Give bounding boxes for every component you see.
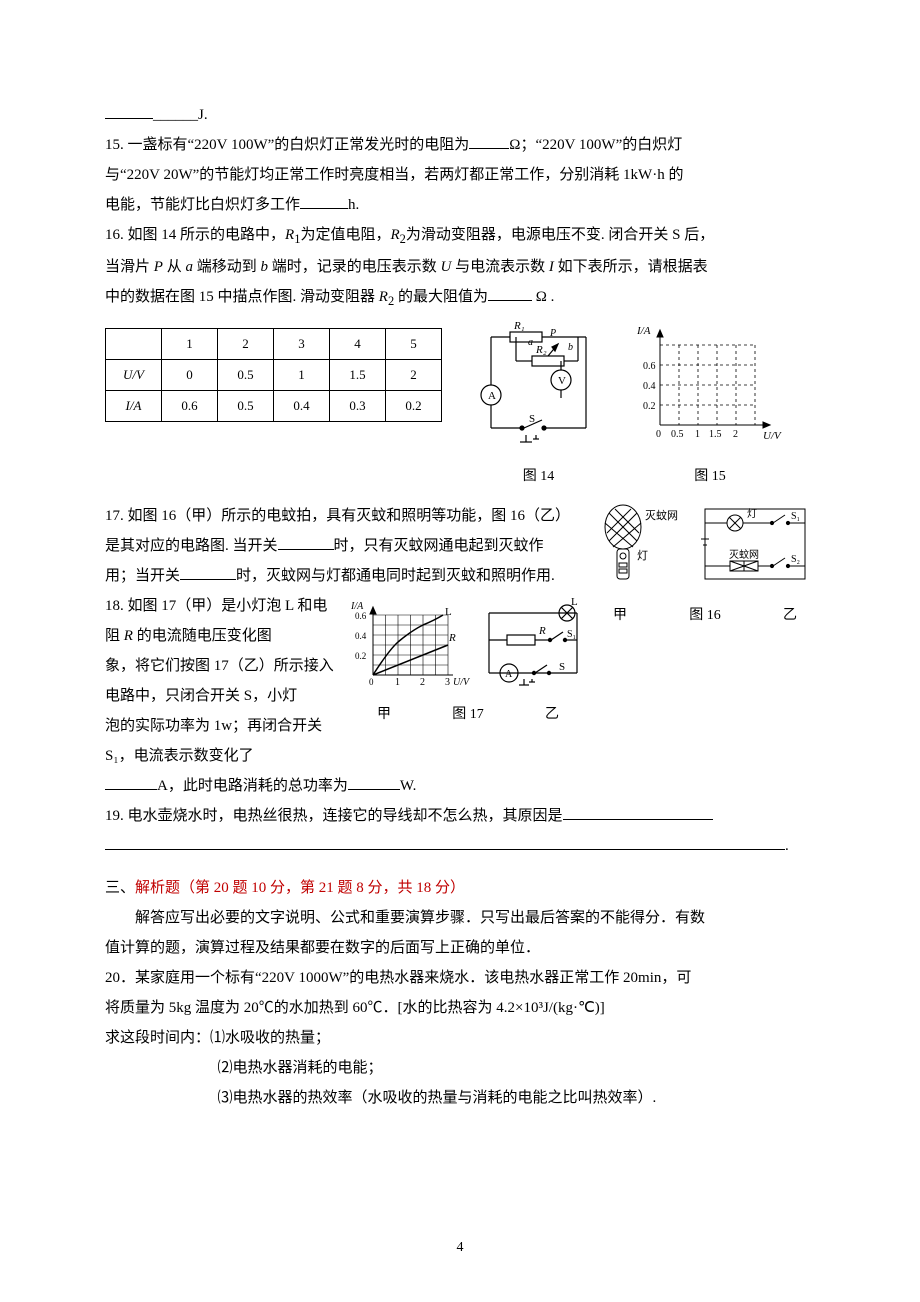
svg-text:b: b: [568, 342, 573, 353]
q17-blank1: [278, 535, 334, 550]
svg-text:0.2: 0.2: [643, 401, 656, 412]
svg-text:1.5: 1.5: [709, 429, 722, 440]
svg-text:U/V: U/V: [763, 430, 782, 442]
svg-text:灯: 灯: [637, 549, 648, 562]
svg-text:R: R: [538, 625, 546, 637]
svg-text:S₂: S₂: [791, 554, 800, 565]
q20-1: 20．某家庭用一个标有“220V 1000W”的电热水器来烧水．该电热水器正常工…: [105, 963, 815, 993]
section-3-red: 解析题（第 20 题 10 分，第 21 题 8 分，共 18 分）: [135, 880, 465, 896]
svg-text:灭蚊网: 灭蚊网: [729, 548, 759, 561]
svg-text:R₂: R₂: [535, 344, 547, 356]
figure-14: R₁ R₂ a b P A V S 图 14: [466, 320, 611, 491]
q15-1a: 15. 一盏标有“220V 100W”的白炽灯正常发光时的电阻为: [105, 137, 469, 153]
q18-blank2: [348, 775, 400, 790]
fig17-right: 乙: [545, 701, 559, 729]
q15-blank2: [300, 194, 348, 209]
svg-text:0.2: 0.2: [355, 651, 366, 661]
svg-text:L: L: [571, 596, 578, 608]
q15: 15. 一盏标有“220V 100W”的白炽灯正常发光时的电阻为 Ω；“220V …: [105, 130, 815, 160]
svg-text:2: 2: [420, 677, 425, 688]
section3-desc2: 值计算的题，演算过程及结果都要在数字的后面写上正确的单位．: [105, 933, 815, 963]
fig15-caption: 图 15: [635, 463, 785, 491]
fig16-right: 乙: [783, 602, 797, 630]
q16-line1: 16. 如图 14 所示的电路中，R1为定值电阻，R2为滑动变阻器，电源电压不变…: [105, 220, 815, 252]
svg-text:U/V: U/V: [453, 677, 471, 688]
q19-blank1: [563, 805, 713, 820]
q16-blank: [488, 286, 532, 301]
svg-text:灭蚊网: 灭蚊网: [645, 508, 678, 522]
page-number: 4: [0, 1234, 920, 1262]
data-table: 12345 U/V00.511.52 I/A0.60.50.40.30.2: [105, 328, 442, 422]
svg-text:3: 3: [445, 677, 450, 688]
svg-text:0.6: 0.6: [355, 611, 367, 621]
svg-text:I/A: I/A: [636, 325, 651, 337]
q15-blank1: [469, 134, 509, 149]
svg-text:S₁: S₁: [567, 629, 576, 640]
fig16-left: 甲: [613, 602, 627, 630]
section3-desc1: 解答应写出必要的文字说明、公式和重要演算步骤．只写出最后答案的不能得分．有数: [105, 903, 815, 933]
fig14-caption: 图 14: [466, 463, 611, 491]
figure-15: I/A 0.2 0.4 0.6 0 0.5 1 1.5 2 U/V 图 15: [635, 320, 785, 491]
q15-1b: Ω；“220V 100W”的白炽灯: [509, 137, 682, 153]
q16-line2: 当滑片 P 从 a 端移动到 b 端时，记录的电压表示数 U 与电流表示数 I …: [105, 252, 815, 282]
svg-text:a: a: [528, 337, 533, 348]
svg-text:V: V: [558, 375, 566, 387]
svg-text:0: 0: [369, 677, 374, 687]
svg-text:0.6: 0.6: [643, 361, 656, 372]
svg-text:1: 1: [395, 677, 400, 688]
q14-tail: ______J.: [153, 107, 208, 123]
svg-text:A: A: [505, 669, 513, 680]
q20-3: 求这段时间内：⑴水吸收的热量；: [105, 1023, 815, 1053]
svg-text:0: 0: [656, 429, 661, 440]
figure-16: 灭蚊网 灯 灯 S₁ 灭蚊网 S₂ 甲 图 16: [595, 501, 815, 630]
q20-4: ⑵电热水器消耗的电能；: [105, 1053, 815, 1083]
svg-text:R₁: R₁: [513, 320, 525, 332]
svg-text:S: S: [529, 413, 535, 425]
q19: 19. 电水壶烧水时，电热丝很热，连接它的导线却不怎么热，其原因是: [105, 801, 815, 831]
svg-text:1: 1: [695, 429, 700, 440]
svg-text:2: 2: [733, 429, 738, 440]
svg-text:P: P: [549, 328, 556, 339]
svg-text:0.5: 0.5: [671, 429, 684, 440]
svg-text:L: L: [445, 606, 452, 618]
q18-blank1: [105, 775, 157, 790]
q19-blank2: [105, 835, 785, 850]
figure-17: I/A 0.20.40.6 0123 U/V L R A: [349, 595, 587, 729]
q15-3: 电能，节能灯比白炽灯多工作h.: [105, 190, 815, 220]
svg-text:0.4: 0.4: [643, 381, 656, 392]
fig16-caption: 图 16: [689, 602, 721, 630]
q18-4: A，此时电路消耗的总功率为W.: [105, 771, 815, 801]
q16-line3: 中的数据在图 15 中描点作图. 滑动变阻器 R2 的最大阻值为 Ω .: [105, 282, 815, 314]
fig17-caption: 图 17: [452, 701, 484, 729]
q20-2: 将质量为 5kg 温度为 20℃的水加热到 60℃．[水的比热容为 4.2×10…: [105, 993, 815, 1023]
q17-blank2: [180, 565, 236, 580]
q15-2: 与“220V 20W”的节能灯均正常工作时亮度相当，若两灯都正常工作，分别消耗 …: [105, 160, 815, 190]
svg-text:0.4: 0.4: [355, 631, 367, 641]
svg-text:S₁: S₁: [791, 511, 800, 522]
svg-text:S: S: [559, 661, 565, 673]
svg-text:R: R: [448, 632, 456, 644]
q19-2: .: [105, 831, 815, 861]
svg-text:灯: 灯: [747, 508, 757, 520]
fig17-left: 甲: [377, 701, 391, 729]
q20-5: ⑶电热水器的热效率（水吸收的热量与消耗的电能之比叫热效率）.: [105, 1083, 815, 1113]
svg-text:A: A: [488, 390, 496, 402]
section-3-header: 三、解析题（第 20 题 10 分，第 21 题 8 分，共 18 分）: [105, 873, 815, 903]
